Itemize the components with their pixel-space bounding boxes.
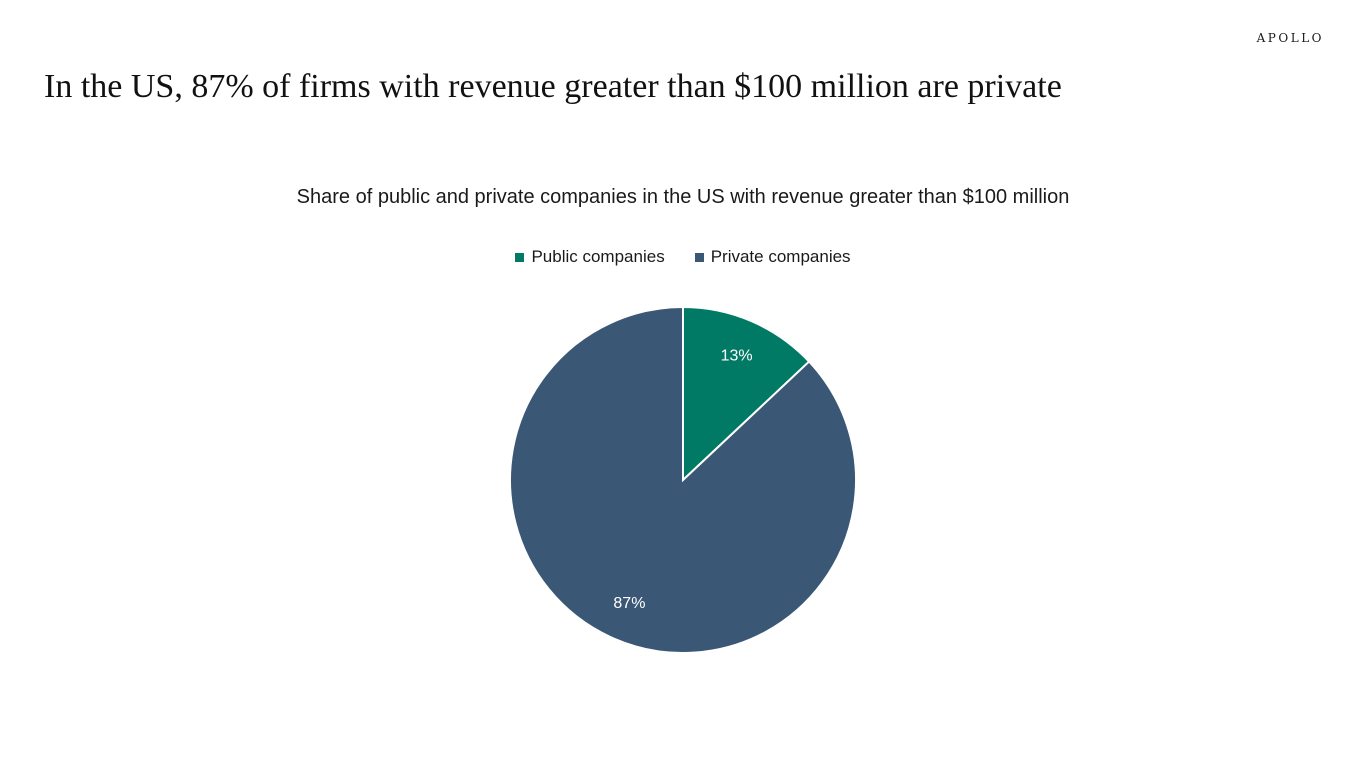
legend-item-private: Private companies — [695, 247, 851, 267]
legend-item-public: Public companies — [515, 247, 664, 267]
data-label-private: 87% — [613, 595, 645, 612]
legend-label-public: Public companies — [531, 247, 664, 267]
legend-swatch-public — [515, 253, 524, 262]
chart-legend: Public companies Private companies — [0, 247, 1366, 267]
pie-chart: 13% 87% — [483, 280, 883, 680]
legend-label-private: Private companies — [711, 247, 851, 267]
apollo-logo: APOLLO — [1257, 31, 1324, 45]
legend-swatch-private — [695, 253, 704, 262]
chart-title: Share of public and private companies in… — [0, 186, 1366, 209]
page-headline: In the US, 87% of firms with revenue gre… — [44, 68, 1062, 106]
data-label-public: 13% — [721, 347, 753, 364]
